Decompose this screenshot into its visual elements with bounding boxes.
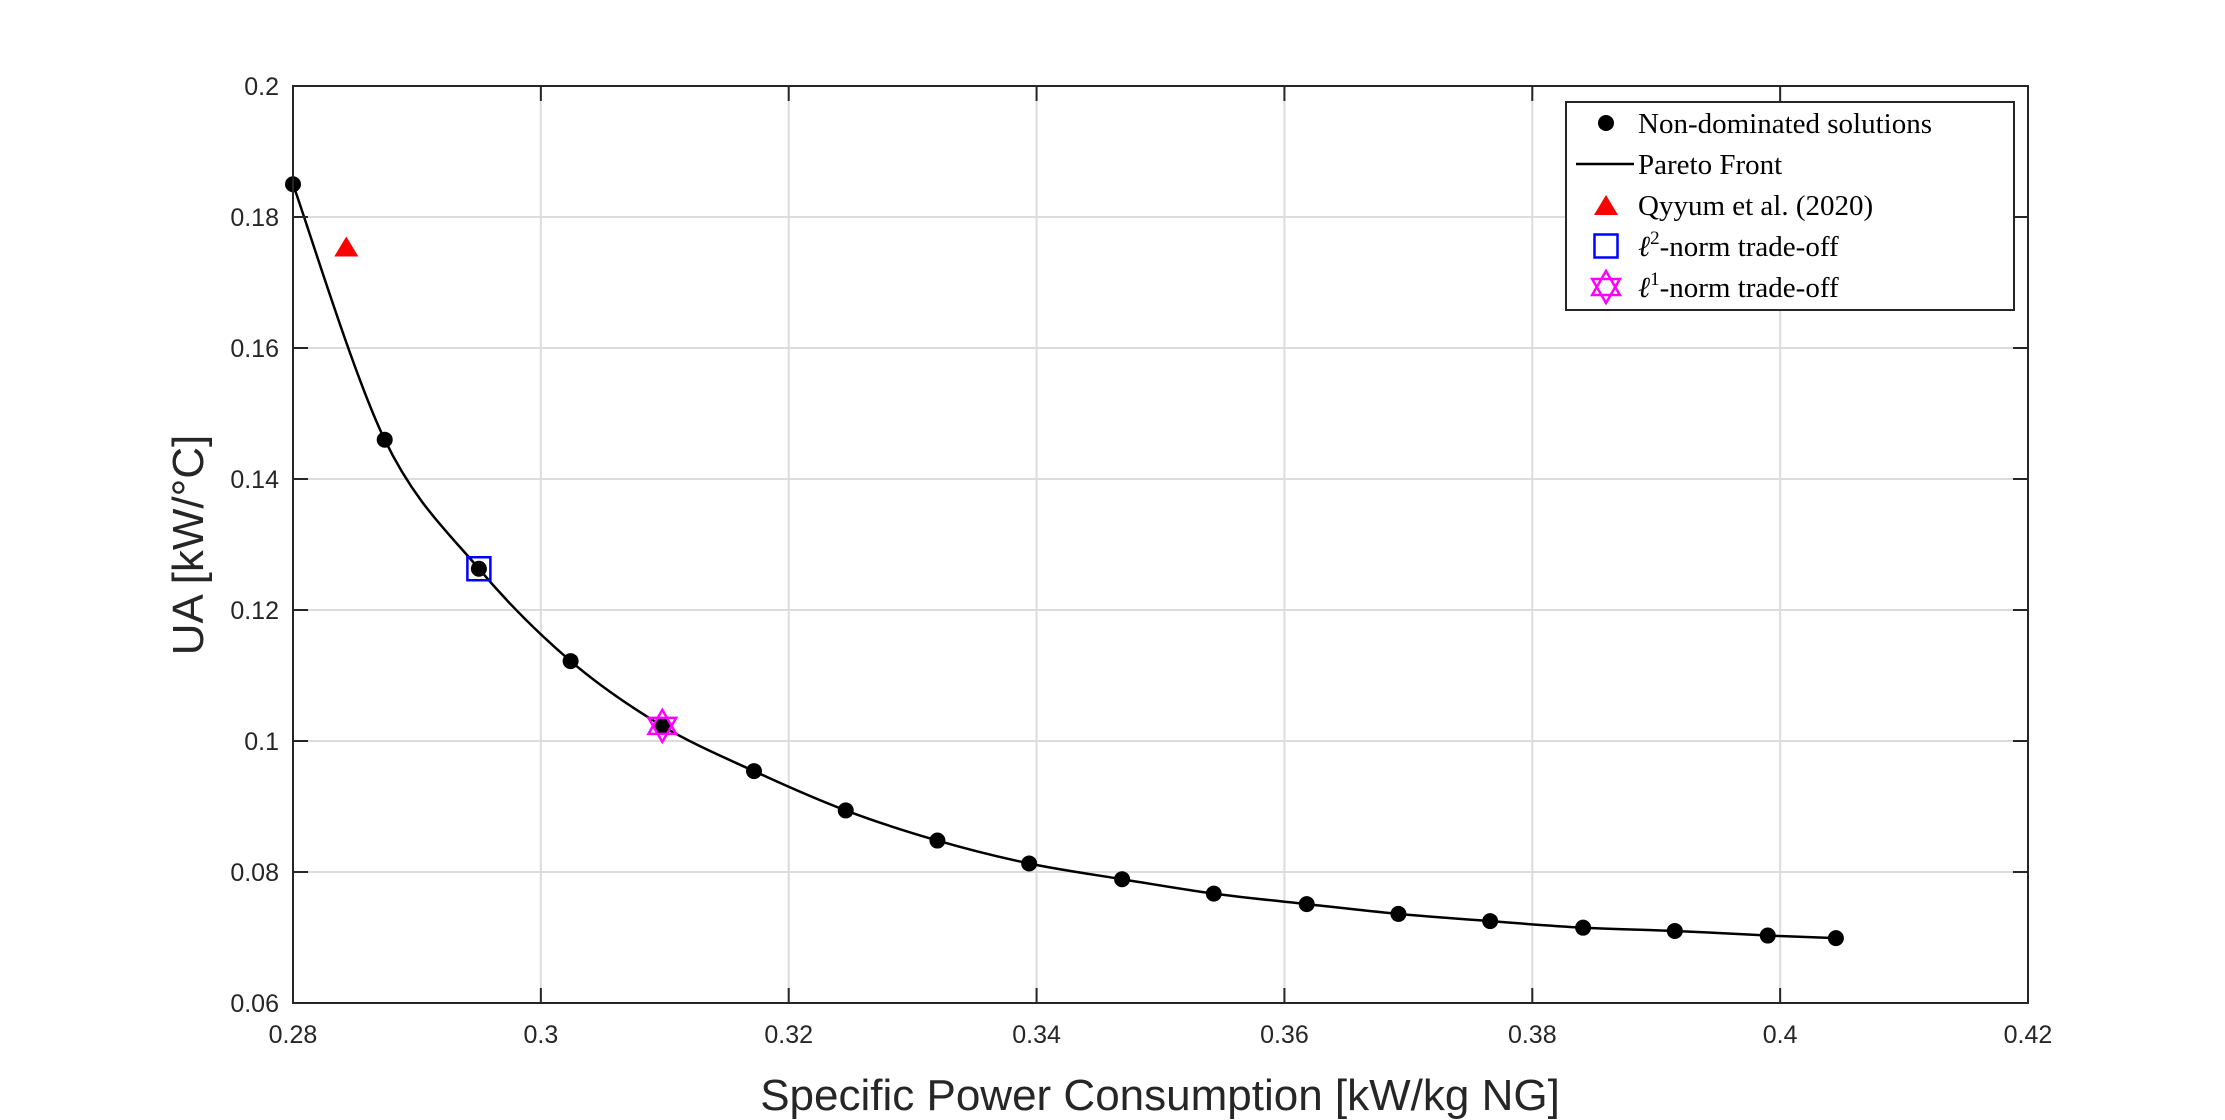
x-tick-label: 0.38 <box>1508 1021 1557 1049</box>
series-0-point <box>1666 922 1683 939</box>
series-4-point-up <box>646 707 679 736</box>
data-points <box>285 176 1844 947</box>
x-tick-label: 0.4 <box>1763 1021 1798 1049</box>
y-tick-label: 0.2 <box>244 73 279 101</box>
legend-label-4: ℓ1-norm trade-off <box>1638 269 1839 304</box>
series-0-point <box>1759 927 1776 944</box>
axis-ticks <box>292 85 2029 1004</box>
legend-label-text: -norm trade-off <box>1660 231 1839 263</box>
series-0-point <box>1114 871 1131 888</box>
plot-frame <box>292 85 2029 1004</box>
series-0-point <box>654 717 671 734</box>
y-tick-labels: 0.06 0.08 0.1 0.12 0.14 0.16 0.18 0.2 <box>230 73 279 1018</box>
legend-swatch-2 <box>1594 195 1618 215</box>
series-0-point <box>562 653 579 670</box>
x-tick-label: 0.36 <box>1260 1021 1309 1049</box>
legend-label-text: -norm trade-off <box>1660 272 1839 304</box>
series-4-point-down <box>646 716 679 745</box>
legend-ell: ℓ <box>1638 231 1650 263</box>
series-0-point <box>376 431 393 448</box>
x-tick-labels: 0.28 0.3 0.32 0.34 0.36 0.38 0.4 0.42 <box>269 1021 2053 1049</box>
y-tick-label: 0.14 <box>230 466 279 494</box>
x-tick-label: 0.34 <box>1012 1021 1061 1049</box>
series-0-point <box>837 802 854 819</box>
legend-sup: 2 <box>1650 228 1660 249</box>
series-0-point <box>746 763 763 780</box>
series-0-point <box>929 832 946 849</box>
y-axis-title: UA [kW/°C] <box>164 435 213 656</box>
y-tick-label: 0.12 <box>230 597 279 625</box>
series-0-point <box>1827 930 1844 947</box>
x-tick-label: 0.42 <box>2004 1021 2053 1049</box>
series-0-point <box>1482 913 1499 930</box>
legend-label-2: Qyyum et al. (2020) <box>1638 190 1873 222</box>
legend-swatch-4 <box>1589 268 1623 306</box>
series-0-point <box>1575 919 1592 936</box>
legend: Non-dominated solutions Pareto Front Qyyum… <box>1565 101 2015 311</box>
legend-label-1: Pareto Front <box>1638 149 1782 181</box>
legend-swatch-4-up <box>1589 268 1623 297</box>
x-tick-label: 0.3 <box>523 1021 558 1049</box>
legend-swatch-0 <box>1598 115 1614 131</box>
y-tick-label: 0.18 <box>230 204 279 232</box>
series-0-point <box>470 560 487 577</box>
series-2-point <box>334 236 359 257</box>
legend-ell: ℓ <box>1638 272 1650 304</box>
series-0-point <box>1390 905 1407 922</box>
legend-label-3: ℓ2-norm trade-off <box>1638 228 1839 263</box>
x-axis-title: Specific Power Consumption [kW/kg NG] <box>760 1071 1560 1120</box>
x-tick-label: 0.28 <box>269 1021 318 1049</box>
y-tick-label: 0.08 <box>230 859 279 887</box>
legend-sup: 1 <box>1650 269 1660 290</box>
legend-label-0: Non-dominated solutions <box>1638 108 1932 140</box>
y-tick-label: 0.06 <box>230 990 279 1018</box>
series-0-point <box>1021 855 1038 872</box>
series-4-point <box>646 707 679 745</box>
legend-swatch-4-down <box>1589 277 1623 306</box>
legend-swatch-3 <box>1593 233 1619 259</box>
series-0-point <box>1298 896 1315 913</box>
series-0-point <box>1205 885 1222 902</box>
series-3-point <box>466 555 492 582</box>
y-tick-label: 0.16 <box>230 335 279 363</box>
x-tick-label: 0.32 <box>764 1021 813 1049</box>
legend-box <box>1565 101 2015 311</box>
y-tick-label: 0.1 <box>244 728 279 756</box>
